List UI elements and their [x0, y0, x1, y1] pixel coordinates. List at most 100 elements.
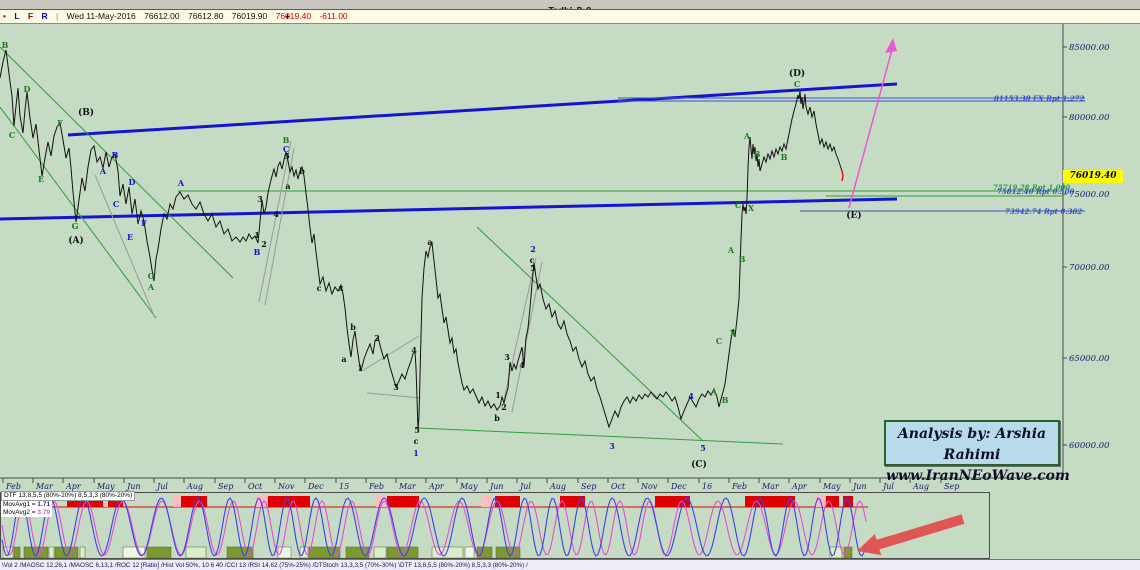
- wave-label: 2: [530, 244, 536, 254]
- x-axis-label: Apr: [65, 482, 82, 491]
- channel-line[interactable]: [258, 140, 292, 303]
- oscillator-curve-pink: [1, 500, 867, 556]
- x-axis-label: Aug: [186, 482, 203, 491]
- wave-label: A: [177, 178, 185, 188]
- x-axis-label: Sep: [218, 482, 233, 491]
- wave-label: C: [794, 79, 800, 89]
- wave-label: A: [147, 282, 155, 292]
- wave-label: A: [710, 387, 718, 397]
- oscillator-signal-block: [655, 496, 690, 507]
- x-axis-label: Dec: [307, 482, 324, 491]
- fib-level-label: 75719.28 Rpt 1.000: [993, 183, 1070, 192]
- channel-line[interactable]: [94, 174, 156, 319]
- wave-label: B: [2, 40, 9, 50]
- watermark-line1: Analysis by: Arshia Rahimi: [897, 426, 1047, 463]
- lower-trendline[interactable]: [0, 197, 898, 221]
- wave-label: C: [735, 200, 741, 210]
- wave-label: G: [148, 271, 155, 281]
- channel-line[interactable]: [366, 392, 422, 399]
- window-titlebar[interactable]: Tedbi_B-0: [0, 0, 1140, 10]
- wave-label: 4: [519, 360, 525, 370]
- favorites-button[interactable]: F: [27, 11, 34, 21]
- fib-level-label: 75812.40 Rpt 0.500: [997, 187, 1074, 196]
- oscillator-trend-block: [23, 546, 49, 559]
- wave-label: c: [317, 283, 322, 293]
- channel-line[interactable]: [511, 261, 543, 413]
- x-axis-label: Jul: [155, 482, 168, 491]
- movavg2-label: MovAvg2 =: [3, 509, 36, 516]
- quote-date: Wed 11-May-2016: [66, 11, 136, 21]
- wave-label: D: [24, 84, 31, 94]
- oscillator-trend-block: [226, 546, 254, 559]
- y-axis-label: 70000.00: [1069, 263, 1110, 273]
- y-axis-label: 85000.00: [1069, 43, 1110, 53]
- wave-label: A: [727, 245, 735, 255]
- oscillator-signal-block: [843, 496, 853, 507]
- channel-line[interactable]: [501, 257, 537, 409]
- wave-label: E: [38, 174, 44, 184]
- wave-label: 5: [284, 151, 290, 161]
- indicator-statusbar[interactable]: \Vol 2 /MAOSC 12,26,1 /MAOSC 6,13,1 /ROC…: [0, 559, 1140, 570]
- oscillator-signal-block: [481, 496, 491, 507]
- oscillator-signal-block: [108, 496, 123, 507]
- layout-button[interactable]: L: [14, 11, 20, 21]
- separator: |: [56, 11, 59, 21]
- y-axis-label: 65000.00: [1069, 354, 1110, 364]
- support-line[interactable]: [417, 427, 784, 445]
- oscillator-legend-title: DTF 13,8,5,5 (80%-20%) 8,5,3,3 (80%-20%): [1, 491, 136, 501]
- watermark-line2: www.IranNEoWave.com: [886, 468, 1070, 484]
- oscillator-trend-block: [373, 546, 387, 559]
- wave-label: b: [299, 166, 305, 176]
- wave-label: (A): [68, 235, 84, 246]
- wave-label: C: [113, 199, 119, 209]
- wave-label: A: [743, 131, 751, 141]
- wave-label: 4: [688, 391, 694, 401]
- crosshair-icon: +: [285, 11, 290, 21]
- wave-label: A: [99, 166, 107, 176]
- channel-line[interactable]: [264, 147, 295, 306]
- x-axis-label: 15: [339, 482, 349, 491]
- oscillator-trend-block: [476, 546, 493, 559]
- wave-label: b: [350, 322, 356, 332]
- wave-label: a: [427, 237, 432, 247]
- x-axis-label: Mar: [398, 482, 417, 491]
- fib-level-label: 81153.38 EX Rpt 1.272: [994, 94, 1085, 103]
- oscillator-signal-block: [826, 496, 839, 507]
- wave-label: 3: [504, 352, 510, 362]
- wave-label: a: [285, 181, 290, 191]
- wave-label: (B): [78, 107, 94, 118]
- x-axis-label: Mar: [761, 482, 780, 491]
- x-axis-label: Sep: [581, 482, 596, 491]
- oscillator-trend-block: [386, 546, 419, 559]
- oscillator-trend-block: [79, 546, 86, 559]
- oscillator-trend-block: [13, 546, 21, 559]
- wave-label: a: [341, 354, 346, 364]
- x-axis-label: May: [96, 482, 115, 491]
- wave-label: 2: [374, 333, 380, 343]
- wave-label: F: [57, 118, 63, 128]
- oscillator-trend-block: [464, 546, 475, 559]
- oscillator-trend-block: [48, 546, 55, 559]
- wave-label: D: [129, 177, 136, 187]
- wave-label: X: [748, 203, 755, 213]
- wave-label: (E): [846, 210, 861, 221]
- price-line[interactable]: [0, 49, 843, 431]
- movavg1-label: MovAvg1 =: [3, 501, 36, 508]
- channel-line[interactable]: [361, 335, 420, 372]
- wave-label: 1: [495, 390, 501, 400]
- quote-high: 76612.80: [187, 11, 224, 21]
- x-axis-label: Feb: [368, 482, 384, 491]
- refresh-button[interactable]: R: [41, 11, 48, 21]
- last-price-tick: [841, 170, 844, 182]
- upper-trendline[interactable]: [67, 82, 898, 137]
- channel-line[interactable]: [0, 106, 157, 319]
- wave-label: 3: [257, 194, 263, 204]
- x-axis-label: Dec: [670, 482, 687, 491]
- indicator-list-text: \Vol 2 /MAOSC 12,26,1 /MAOSC 6,13,1 /ROC…: [2, 562, 528, 569]
- wave-label: 2: [501, 402, 507, 412]
- diagonal-line[interactable]: [476, 226, 704, 442]
- oscillator-signal-block: [560, 496, 585, 507]
- oscillator-signal-block: [815, 496, 825, 507]
